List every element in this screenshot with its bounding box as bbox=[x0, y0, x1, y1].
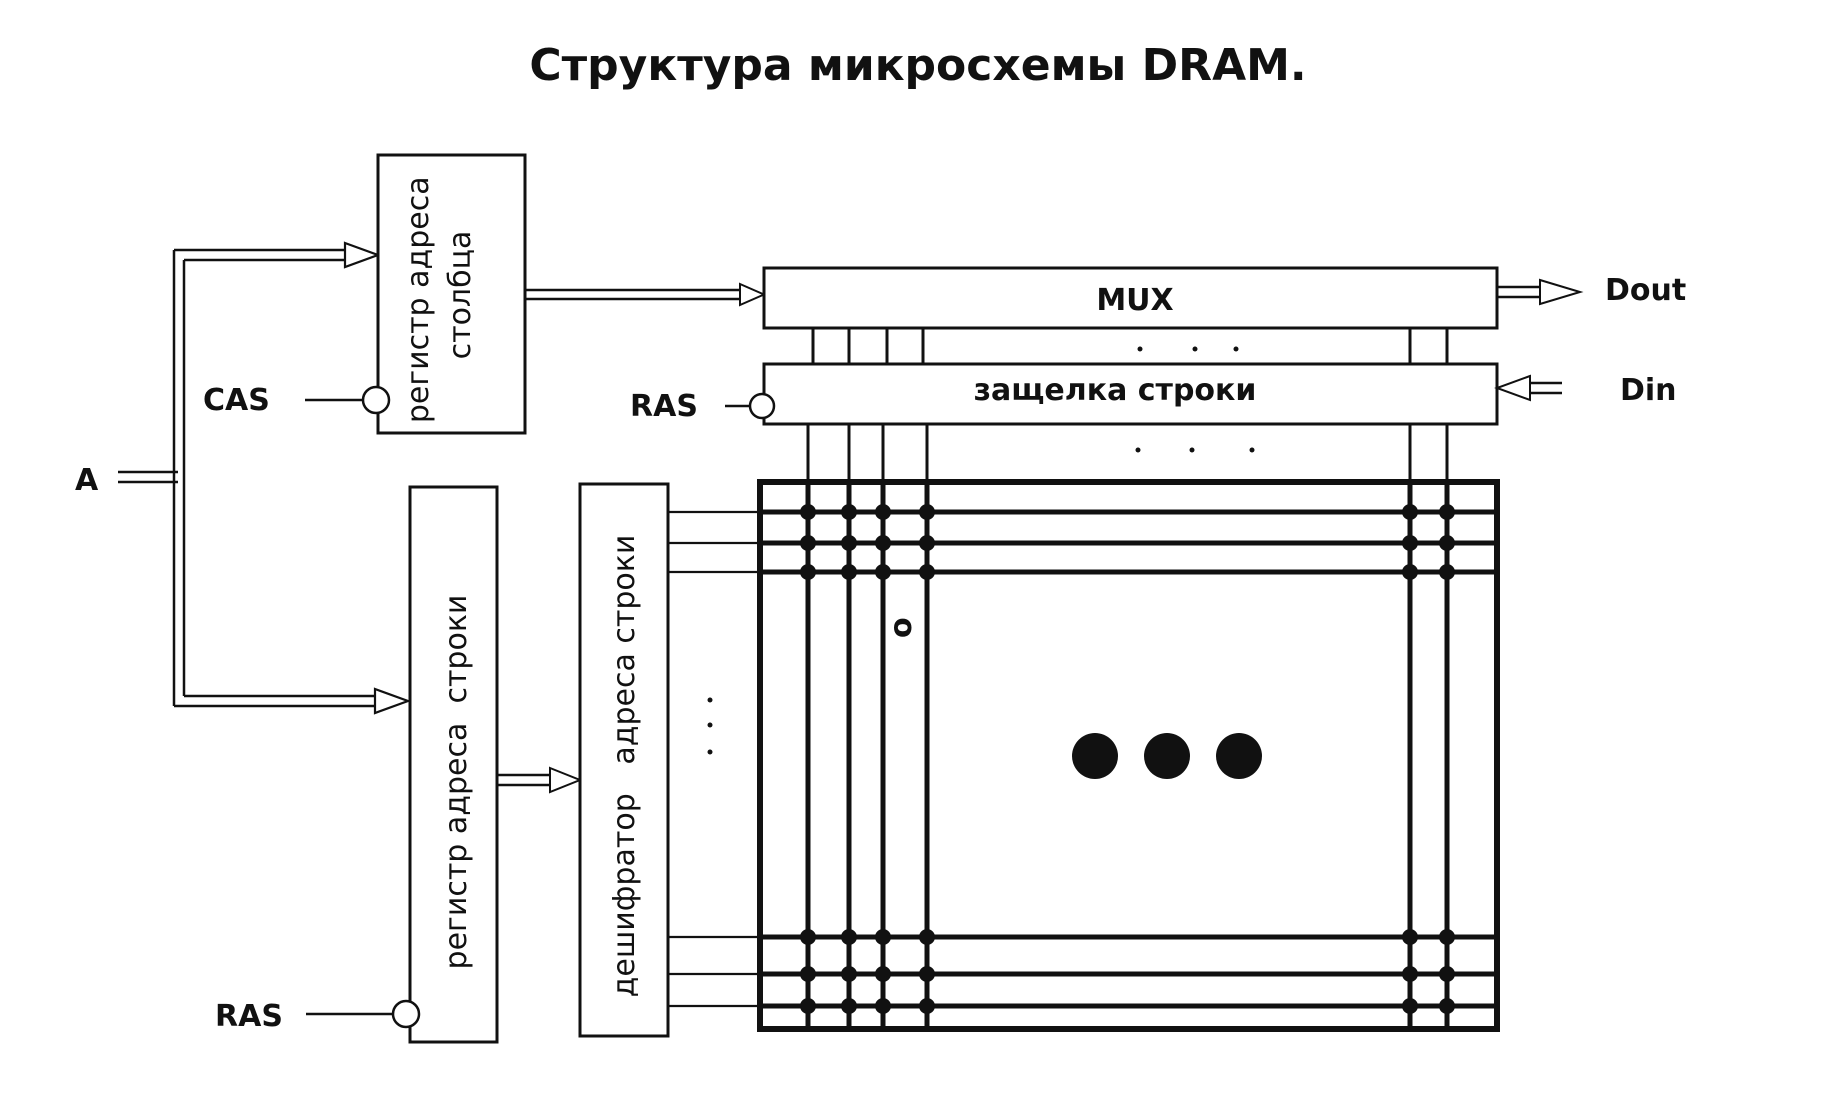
memory-array: o bbox=[757, 479, 1500, 1032]
signal-a-label: A bbox=[75, 463, 99, 498]
mux-box bbox=[762, 266, 1499, 330]
arrow-head-decoder bbox=[549, 766, 583, 794]
col-address-register-label: регистр адреса столбца bbox=[401, 167, 478, 423]
row-decoder-label: дешифратор адреса строки bbox=[607, 535, 642, 998]
mux-label: MUX bbox=[1096, 283, 1173, 318]
mux-latch-ellipsis bbox=[1137, 346, 1239, 352]
din-arrow-head bbox=[1494, 374, 1531, 402]
page-title: Структура микросхемы DRAM. bbox=[529, 40, 1307, 91]
ras-latch-inversion-circle bbox=[748, 392, 776, 420]
row-address-register-label: регистр адреса строки bbox=[439, 595, 474, 970]
signal-cas-label: CAS bbox=[203, 383, 270, 418]
row-decoder-box bbox=[578, 482, 670, 1038]
col-register-line-2: столбца bbox=[443, 231, 478, 360]
arrow-head-mux bbox=[739, 282, 767, 307]
signal-ras-latch-label: RAS bbox=[630, 389, 698, 424]
row-latch-box bbox=[762, 362, 1499, 426]
cas-inversion-circle bbox=[361, 385, 391, 415]
row-address-register-box bbox=[408, 485, 499, 1044]
row-latch-label: защелка строки bbox=[974, 373, 1257, 408]
ras-row-inversion-circle bbox=[391, 999, 421, 1029]
row-register-to-decoder-bus bbox=[497, 773, 553, 787]
latch-array-connectors bbox=[806, 424, 1449, 482]
arrow-head-col-register bbox=[343, 241, 382, 269]
col-register-to-mux-bus bbox=[525, 288, 742, 301]
cell-glyph: o bbox=[884, 617, 919, 638]
array-ellipsis bbox=[1072, 733, 1262, 779]
latch-array-ellipsis bbox=[1135, 447, 1255, 453]
col-register-line-1: регистр адреса bbox=[401, 176, 436, 423]
dout-arrow-head bbox=[1539, 278, 1584, 306]
din-arrow bbox=[1525, 381, 1562, 395]
memory-array-frame bbox=[757, 479, 1500, 1032]
signal-din-label: Din bbox=[1620, 373, 1677, 408]
address-bus bbox=[118, 248, 375, 708]
signal-ras-row-label: RAS bbox=[215, 999, 283, 1034]
arrow-head-row-register bbox=[373, 687, 412, 715]
mux-latch-connectors bbox=[811, 328, 1449, 364]
decoder-ellipsis bbox=[707, 697, 713, 755]
array-cell-dots bbox=[800, 504, 1455, 1014]
col-address-register-box bbox=[376, 153, 527, 435]
decoder-word-lines bbox=[668, 510, 760, 1008]
signal-dout-label: Dout bbox=[1605, 273, 1686, 308]
